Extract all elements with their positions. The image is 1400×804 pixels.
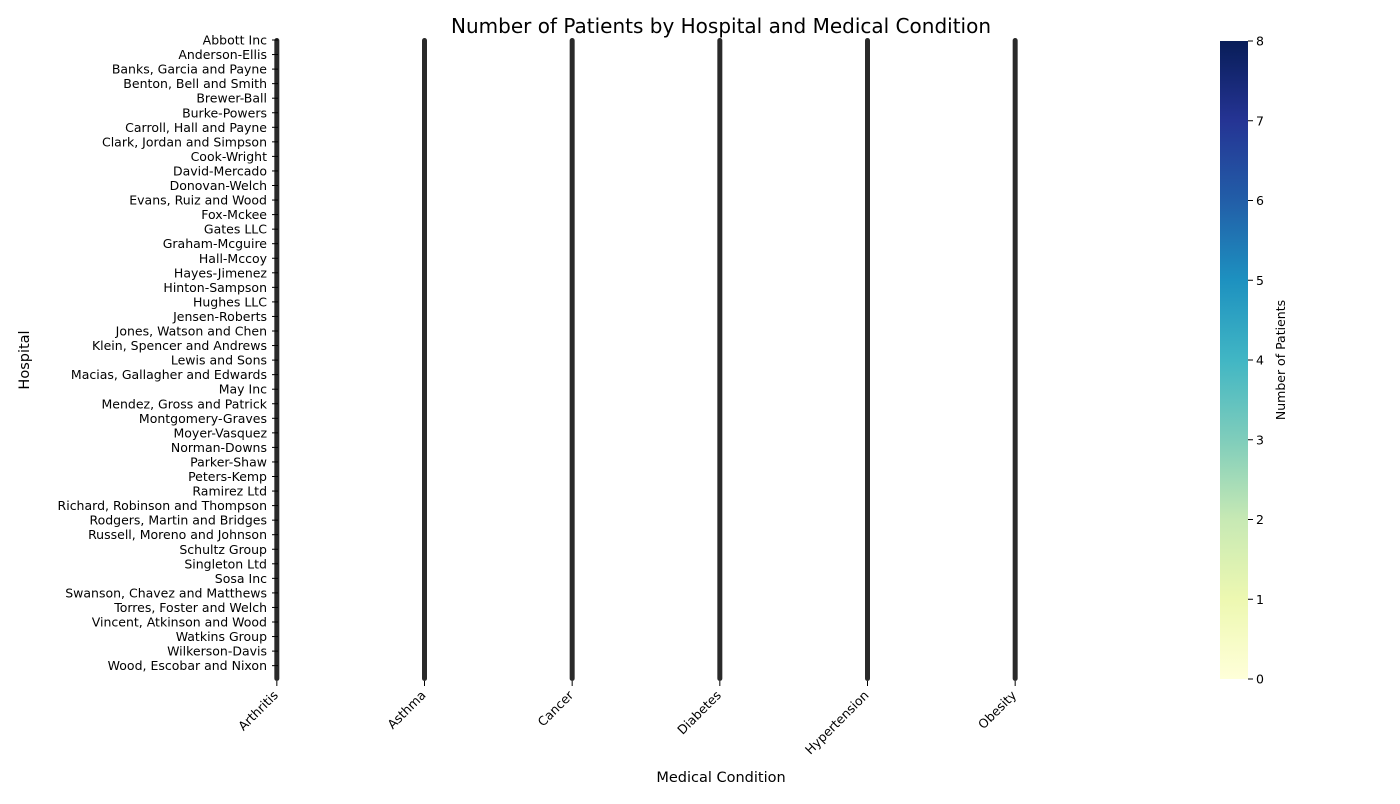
y-tick-label: Watkins Group [176,629,267,644]
colorbar-tick-label: 2 [1256,512,1264,527]
y-tick-label: Moyer-Vasquez [174,425,268,440]
y-tick-label: Mendez, Gross and Patrick [102,396,268,411]
y-tick-label: Vincent, Atkinson and Wood [92,615,267,630]
heatmap-column-hypertension [865,38,870,681]
x-tick-label: Arthritis [235,688,281,734]
y-tick-label: Sosa Inc [215,571,267,586]
y-axis-label: Hospital [17,330,33,389]
y-tick-label: Wood, Escobar and Nixon [108,658,267,673]
colorbar-tick-label: 8 [1256,34,1264,49]
y-tick-label: Gates LLC [204,222,267,237]
y-tick-label: Hinton-Sampson [163,280,267,295]
y-tick-label: Banks, Garcia and Payne [112,62,267,77]
y-tick-label: Anderson-Ellis [178,47,267,62]
y-tick-label: Hughes LLC [193,294,267,309]
y-tick-label: Hall-Mccoy [199,251,268,266]
colorbar-gradient [1220,41,1248,679]
y-tick-label: Carroll, Hall and Payne [125,120,267,135]
x-tick-label: Obesity [975,687,1020,732]
x-tick-label: Diabetes [674,688,724,738]
y-tick-label: Russell, Moreno and Johnson [88,527,267,542]
y-tick-label: Schultz Group [179,542,267,557]
heatmap-cells [274,38,1018,681]
colorbar-tick-label: 3 [1256,432,1264,447]
y-tick-label: Burke-Powers [182,105,267,120]
y-tick-label: Clark, Jordan and Simpson [102,134,267,149]
x-tick-label: Hypertension [802,688,872,758]
colorbar-tick-label: 5 [1256,273,1264,288]
y-tick-label: Rodgers, Martin and Bridges [89,513,267,528]
y-tick-label: Klein, Spencer and Andrews [92,338,267,353]
heatmap-column-asthma [422,38,427,681]
y-tick-label: Donovan-Welch [170,178,267,193]
y-tick-label: Torres, Foster and Welch [113,600,267,615]
y-tick-label: Cook-Wright [191,149,268,164]
colorbar-tick-label: 4 [1256,353,1264,368]
heatmap-column-cancer [569,38,575,681]
y-tick-label: Macias, Gallagher and Edwards [71,367,267,382]
x-tick-labels: Arthritis Asthma Cancer Diabetes Hypertensio… [235,681,1020,757]
colorbar-tick-label: 7 [1256,113,1264,128]
y-tick-label: Graham-Mcguire [163,236,268,251]
y-tick-label: Peters-Kemp [188,469,267,484]
y-tick-label: Jones, Watson and Chen [115,324,267,339]
heatmap-column-arthritis [274,38,280,681]
colorbar-tick-label: 0 [1256,672,1264,687]
colorbar-ticks: 0 1 2 3 4 5 6 7 8 [1248,34,1264,687]
y-tick-label: Montgomery-Graves [139,411,267,426]
y-tick-label: Wilkerson-Davis [167,644,267,659]
heatmap-column-obesity [1012,38,1018,681]
chart-title: Number of Patients by Hospital and Medic… [451,14,991,38]
y-tick-label: Ramirez Ltd [192,484,267,499]
heatmap-column-diabetes [717,38,723,681]
y-tick-label: Swanson, Chavez and Matthews [65,585,267,600]
colorbar-tick-label: 1 [1256,592,1264,607]
y-tick-label: Singleton Ltd [184,556,267,571]
colorbar-tick-label: 6 [1256,193,1264,208]
y-tick-label: Abbott Inc [203,33,267,48]
y-tick-label: Lewis and Sons [171,353,267,368]
y-tick-label: Evans, Ruiz and Wood [129,193,267,208]
y-tick-label: Jensen-Roberts [172,309,267,324]
y-tick-label: Hayes-Jimenez [174,265,268,280]
y-tick-label: Richard, Robinson and Thompson [58,498,267,513]
colorbar-label: Number of Patients [1273,300,1288,420]
y-tick-label: Parker-Shaw [190,454,267,469]
x-tick-label: Cancer [535,687,577,729]
x-axis-label: Medical Condition [656,770,785,786]
colorbar: 0 1 2 3 4 5 6 7 8 Number of Patients [1220,34,1288,687]
y-tick-label: Fox-Mckee [201,207,267,222]
y-tick-label: Brewer-Ball [196,91,267,106]
y-tick-label: Benton, Bell and Smith [123,76,267,91]
y-tick-label: Norman-Downs [171,440,267,455]
y-tick-label: May Inc [219,382,267,397]
y-tick-label: David-Mercado [173,163,267,178]
x-tick-label: Asthma [384,688,428,732]
